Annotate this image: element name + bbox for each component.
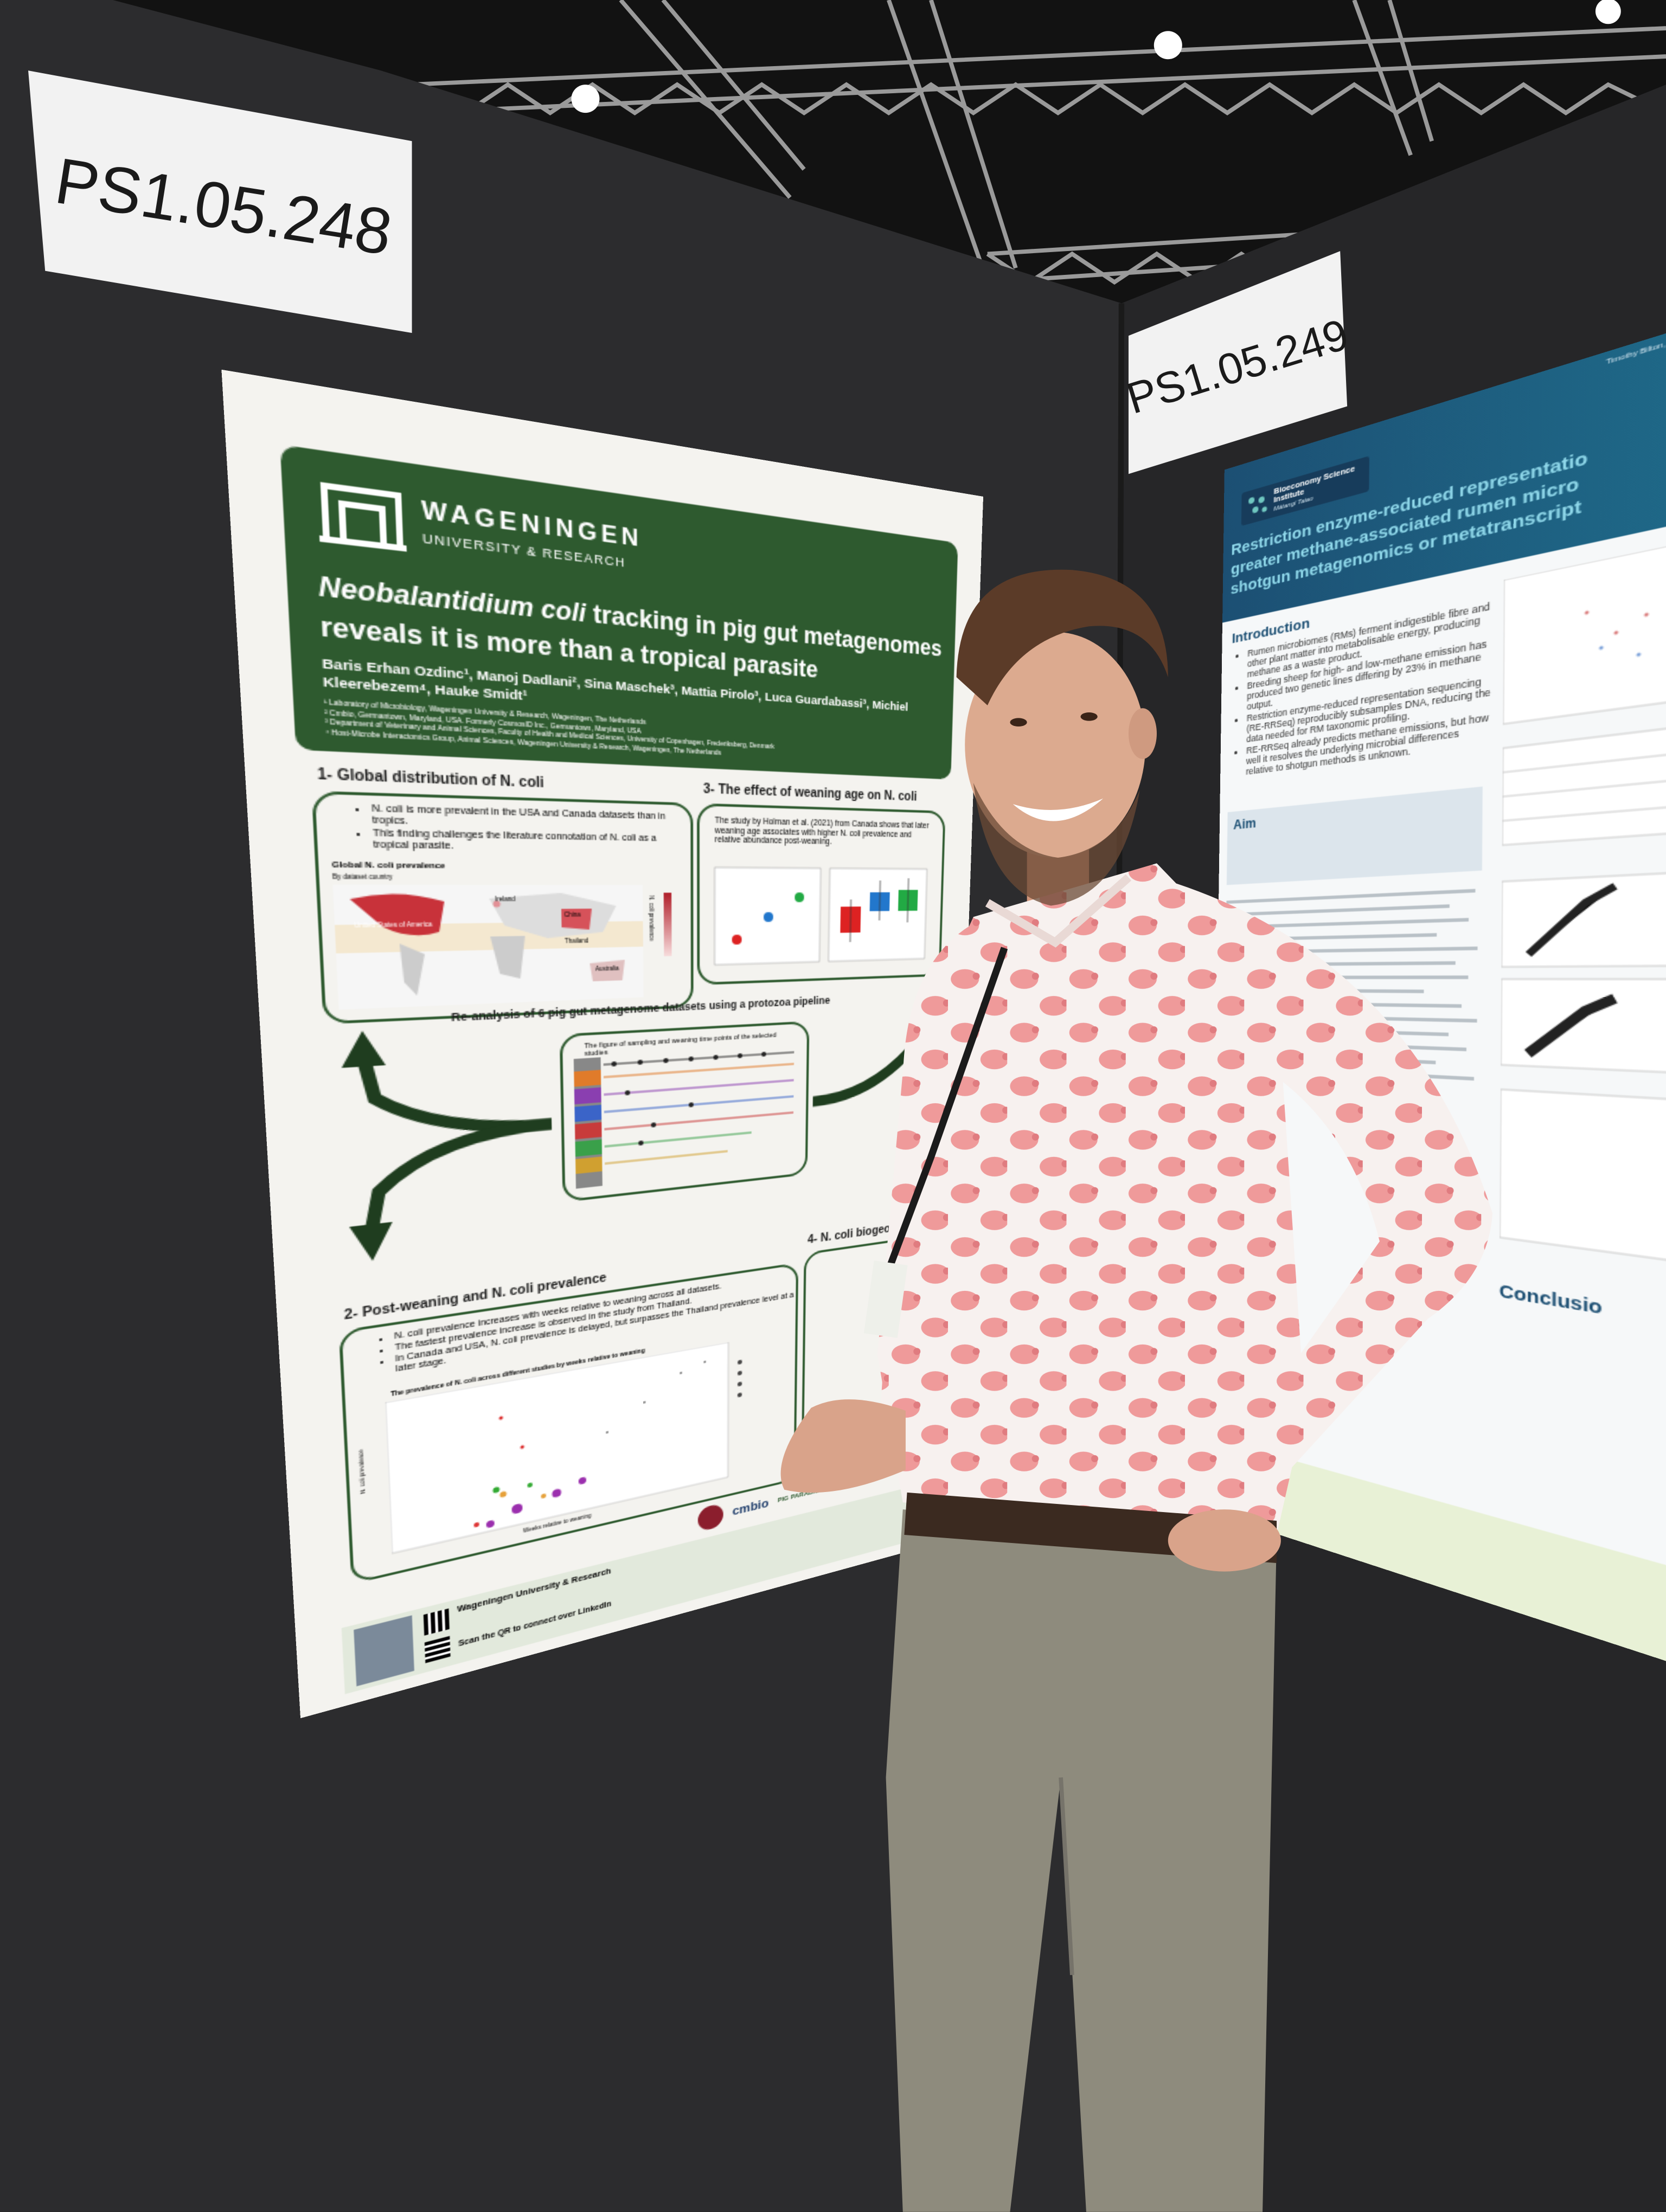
beard (973, 783, 1140, 906)
collar (985, 874, 1132, 948)
trousers (886, 1509, 1277, 2212)
shirt (877, 863, 1305, 1535)
eye (1080, 712, 1098, 721)
face (965, 632, 1146, 858)
right-sleeve (1170, 882, 1493, 1484)
badge (863, 1261, 908, 1338)
right-sign (1128, 251, 1348, 474)
hair (956, 569, 1168, 705)
eye (1010, 718, 1027, 727)
left-hand (780, 1399, 906, 1493)
ear (1128, 708, 1157, 759)
ceiling-light (1154, 31, 1182, 60)
smile (1013, 798, 1104, 821)
lanyard (885, 947, 1008, 1271)
trouser-seam (1059, 1777, 1074, 1976)
ceiling-light (571, 85, 600, 113)
left-sleeve (880, 919, 981, 1454)
truss (409, 0, 1666, 285)
left-sign (28, 70, 412, 333)
right-hand (1168, 1509, 1281, 1572)
ceiling-light (1595, 0, 1621, 24)
